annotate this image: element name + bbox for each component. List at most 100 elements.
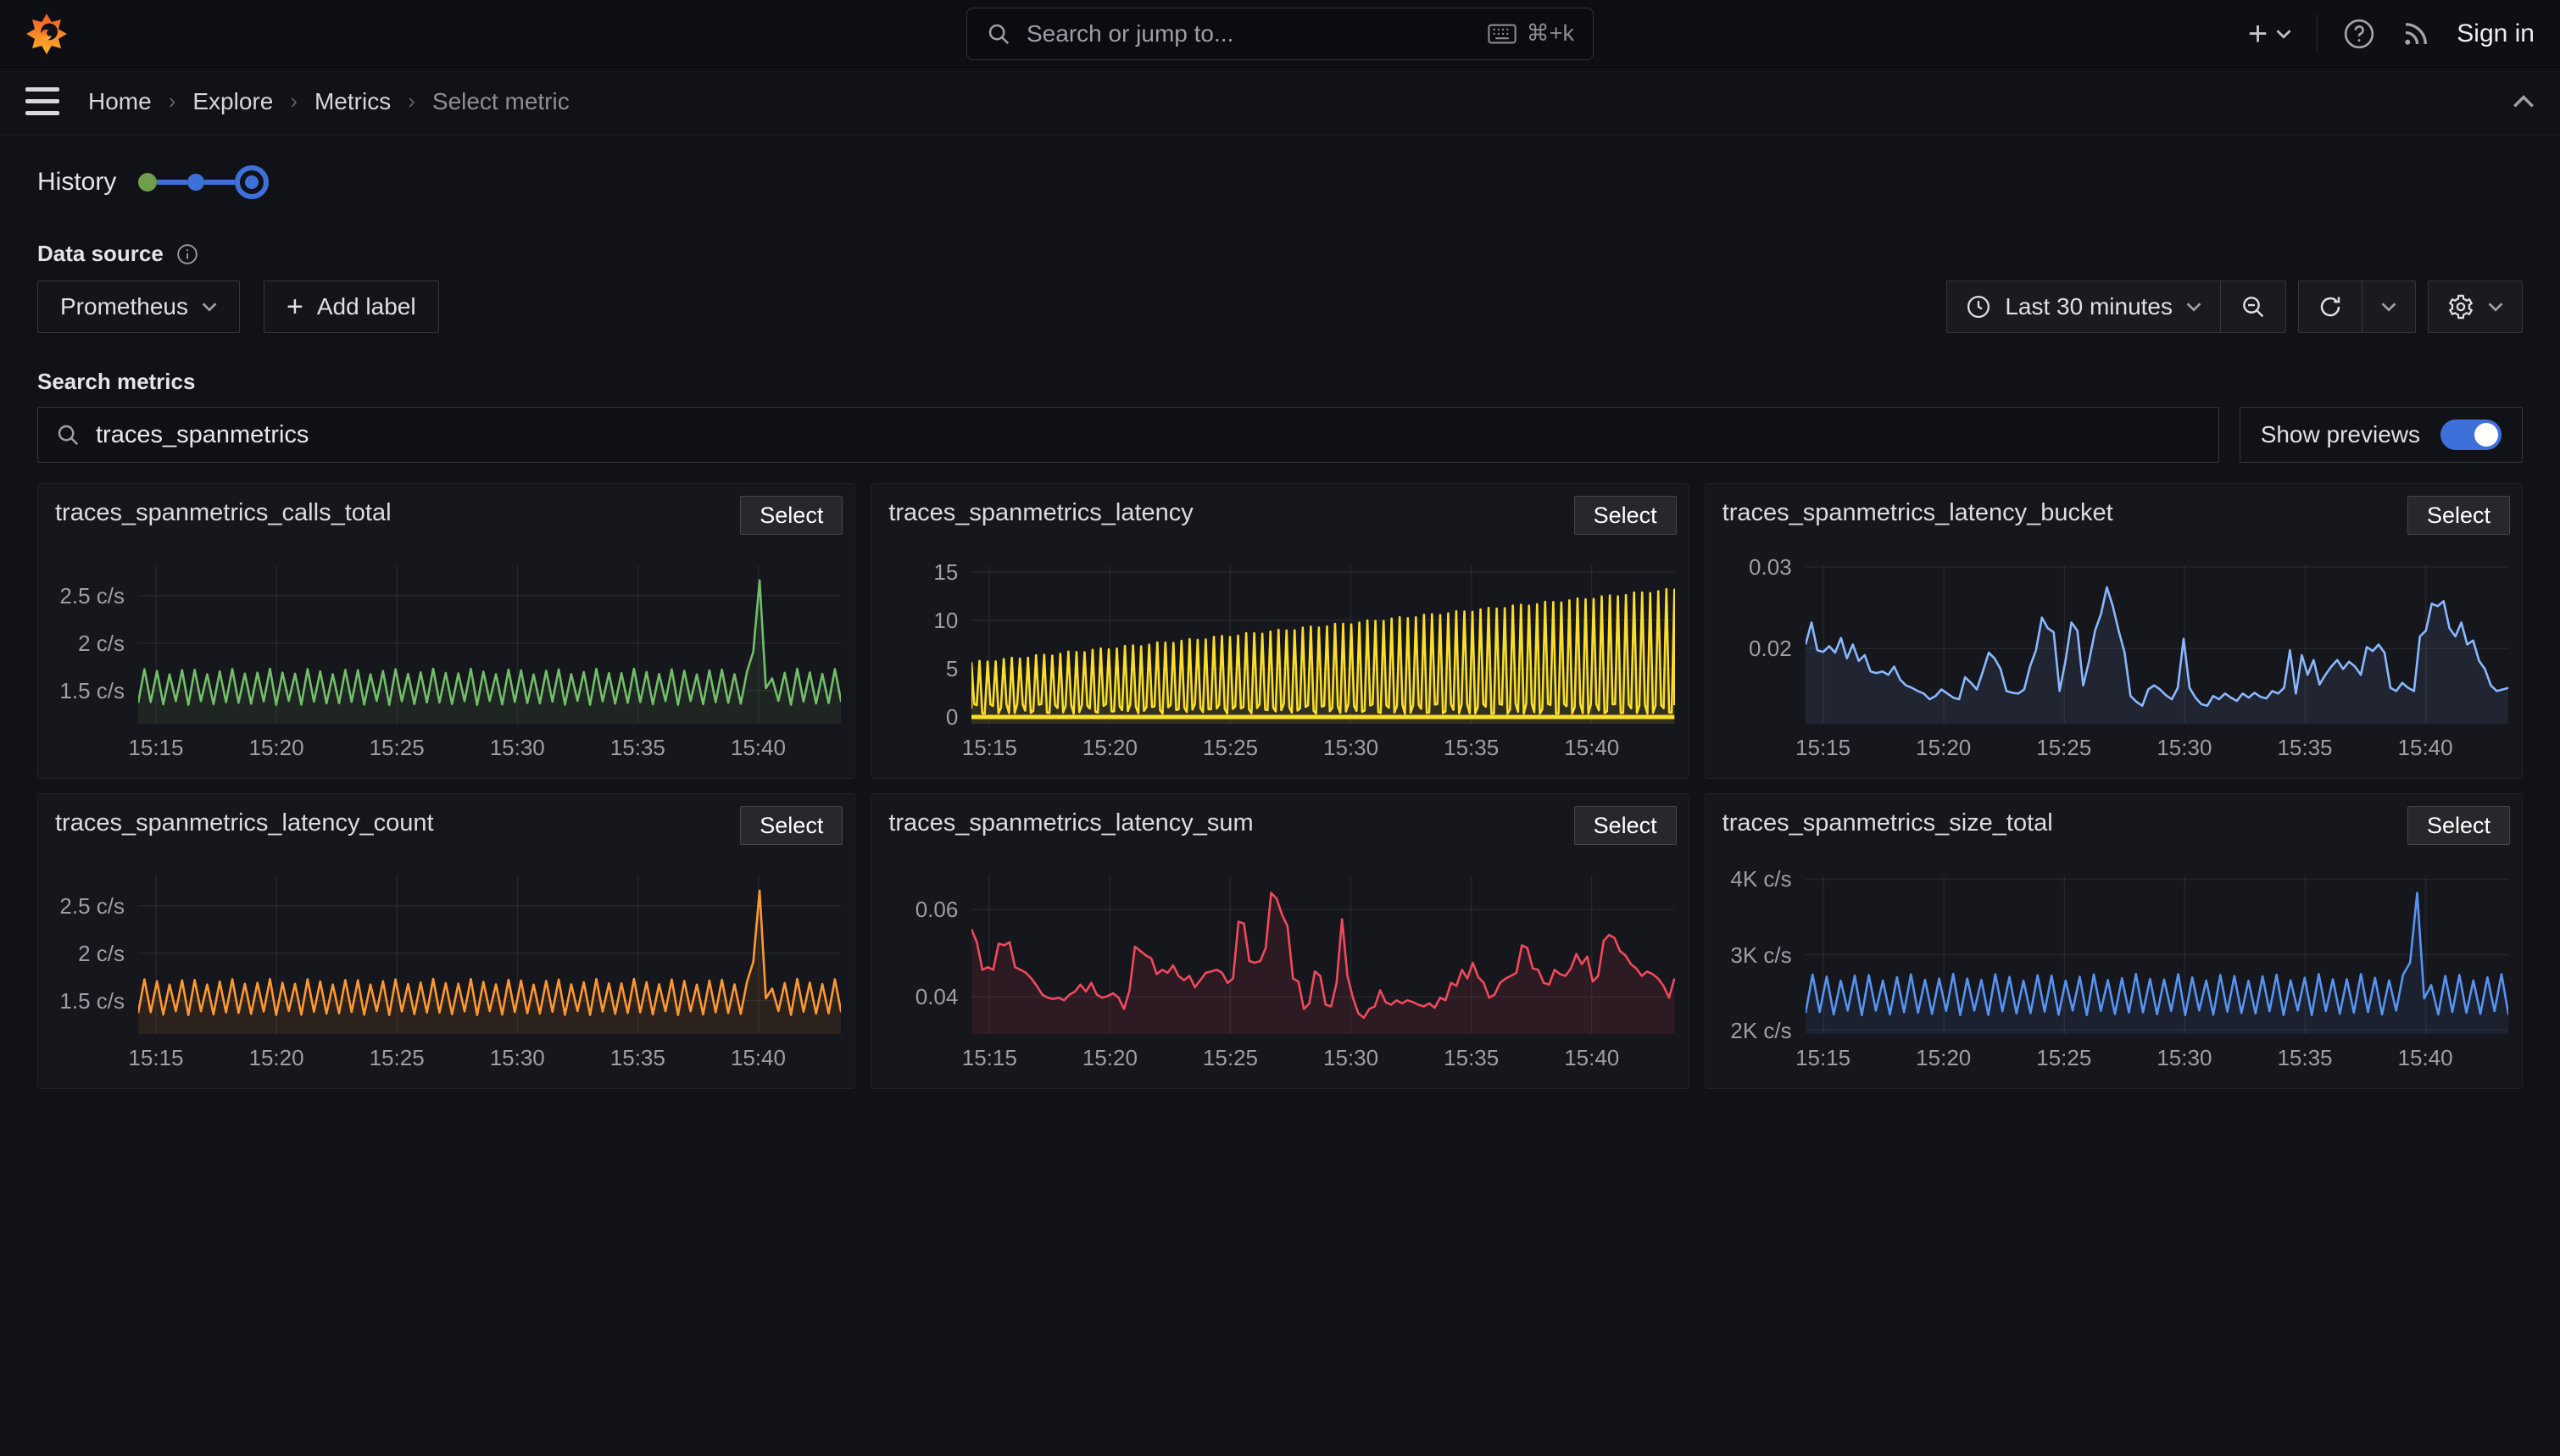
metric-panel: traces_spanmetrics_size_total Select 2K … <box>1704 793 2523 1089</box>
x-axis-tick-label: 15:40 <box>1564 735 1620 760</box>
metric-preview-chart <box>138 565 842 724</box>
explore-metrics-content: History Data source Prometheus + Add lab… <box>0 163 2560 1089</box>
keyboard-shortcut: ⌘+k <box>1488 20 1574 47</box>
history-current-dot[interactable] <box>235 165 270 199</box>
metric-panel: traces_spanmetrics_latency Select 0 5 10 15… <box>871 483 1689 779</box>
plus-icon: + <box>2247 14 2268 53</box>
select-metric-button[interactable]: Select <box>1573 496 1677 535</box>
sign-in-button[interactable]: Sign in <box>2457 19 2535 47</box>
settings-button[interactable] <box>2429 281 2522 332</box>
panel-title: traces_spanmetrics_calls_total <box>55 499 392 526</box>
refresh-button[interactable] <box>2299 281 2362 332</box>
breadcrumb-bar: Home › Explore › Metrics › Select metric <box>0 68 2560 136</box>
show-previews-label: Show previews <box>2260 421 2420 447</box>
metric-panels-grid: traces_spanmetrics_calls_total Select 1.… <box>37 483 2523 1089</box>
help-button[interactable] <box>2343 18 2375 50</box>
x-axis-tick-label: 15:25 <box>2036 1045 2092 1070</box>
grafana-logo-icon[interactable] <box>25 13 68 55</box>
zoom-out-icon <box>2243 297 2264 318</box>
metric-panel: traces_spanmetrics_latency_sum Select 0.… <box>871 793 1689 1089</box>
search-metrics-row: traces_spanmetrics Show previews <box>37 407 2523 463</box>
x-axis-tick-label: 15:15 <box>128 735 184 760</box>
y-axis-tick-label: 4K c/s <box>1730 866 1792 892</box>
x-axis-tick-label: 15:30 <box>2157 1045 2212 1070</box>
datasource-label-row: Data source <box>37 241 2523 267</box>
x-axis-tick-label: 15:20 <box>1916 735 1972 760</box>
history-start-dot[interactable] <box>138 173 158 192</box>
zoom-out-time-button[interactable] <box>2221 281 2285 332</box>
metric-preview-chart <box>138 875 842 1034</box>
datasource-picker[interactable]: Prometheus <box>37 281 240 333</box>
chevron-down-icon <box>2186 303 2201 312</box>
chevron-down-icon <box>2276 29 2291 39</box>
y-axis-tick-label: 5 <box>945 656 959 681</box>
select-metric-button[interactable]: Select <box>740 496 843 535</box>
x-axis-tick-label: 15:30 <box>489 735 545 760</box>
y-axis-tick-label: 2.5 c/s <box>59 892 125 919</box>
settings-group <box>2428 281 2523 333</box>
x-axis-tick-label: 15:25 <box>2036 735 2092 760</box>
x-axis-tick-label: 15:40 <box>730 1045 786 1070</box>
y-axis-tick-label: 0 <box>945 704 959 731</box>
show-previews-control: Show previews <box>2239 407 2523 463</box>
rss-icon <box>2405 22 2428 45</box>
info-icon <box>177 243 198 264</box>
search-or-jump-input[interactable]: Search or jump to... ⌘+k <box>966 7 1594 60</box>
breadcrumb-separator: › <box>168 88 176 114</box>
metric-preview-chart <box>1805 565 2508 724</box>
search-icon <box>986 21 1011 47</box>
x-axis-tick-label: 15:20 <box>248 735 304 760</box>
breadcrumb-explore[interactable]: Explore <box>192 87 274 114</box>
select-metric-button[interactable]: Select <box>740 806 843 845</box>
panel-title: traces_spanmetrics_latency_bucket <box>1722 499 2113 526</box>
x-axis-tick-label: 15:35 <box>2277 1045 2333 1070</box>
metric-panel: traces_spanmetrics_calls_total Select 1.… <box>37 483 856 779</box>
x-axis-tick-label: 15:15 <box>1795 735 1851 760</box>
show-previews-toggle[interactable] <box>2440 420 2502 450</box>
history-step-dot[interactable] <box>187 174 205 191</box>
time-range-picker[interactable]: Last 30 minutes <box>1947 281 2220 332</box>
search-metrics-value: traces_spanmetrics <box>96 420 309 448</box>
y-axis-tick-label: 2 c/s <box>78 630 125 656</box>
add-label-button[interactable]: + Add label <box>263 281 439 333</box>
x-axis-tick-label: 15:30 <box>489 1045 545 1070</box>
select-metric-button[interactable]: Select <box>1573 806 1677 845</box>
breadcrumb-home[interactable]: Home <box>88 87 152 114</box>
history-trail[interactable] <box>138 165 270 199</box>
top-navigation-bar: Search or jump to... ⌘+k + <box>0 0 2560 68</box>
y-axis-tick-label: 0.04 <box>915 984 959 1010</box>
chevron-down-icon <box>2488 303 2503 312</box>
x-axis-tick-label: 15:15 <box>1795 1045 1851 1070</box>
new-menu-button[interactable]: + <box>2248 17 2291 51</box>
collapse-panel-button[interactable] <box>2513 94 2535 108</box>
refresh-interval-dropdown[interactable] <box>2362 281 2415 332</box>
chevron-down-icon <box>2381 303 2396 312</box>
y-axis-tick-label: 10 <box>933 607 959 633</box>
x-axis-tick-label: 15:25 <box>1202 1045 1258 1070</box>
search-metrics-input[interactable]: traces_spanmetrics <box>37 407 2219 463</box>
breadcrumb-metrics[interactable]: Metrics <box>314 87 392 114</box>
x-axis-tick-label: 15:25 <box>369 1045 425 1070</box>
select-metric-button[interactable]: Select <box>2407 496 2510 535</box>
panel-title: traces_spanmetrics_size_total <box>1722 809 2053 836</box>
history-row: History <box>37 163 2523 202</box>
y-axis-tick-label: 0.03 <box>1749 553 1792 580</box>
breadcrumb-separator: › <box>408 88 415 114</box>
time-picker-group: Last 30 minutes <box>1946 281 2286 333</box>
menu-toggle-button[interactable] <box>25 87 59 115</box>
x-axis-tick-label: 15:40 <box>730 735 786 760</box>
help-icon <box>2345 19 2374 48</box>
select-metric-button[interactable]: Select <box>2407 806 2510 845</box>
refresh-icon <box>2320 297 2340 317</box>
history-label: History <box>37 168 117 196</box>
y-axis-tick-label: 15 <box>933 559 959 585</box>
x-axis-tick-label: 15:20 <box>1082 735 1138 760</box>
x-axis-tick-label: 15:30 <box>1323 1045 1379 1070</box>
metric-preview-chart <box>971 875 1675 1034</box>
news-button[interactable] <box>2401 19 2431 49</box>
breadcrumb-select-metric: Select metric <box>431 87 570 114</box>
plus-icon: + <box>286 290 303 323</box>
x-axis-tick-label: 15:35 <box>609 735 665 760</box>
x-axis-tick-label: 15:30 <box>2157 735 2212 760</box>
x-axis-tick-label: 15:35 <box>2277 735 2333 760</box>
